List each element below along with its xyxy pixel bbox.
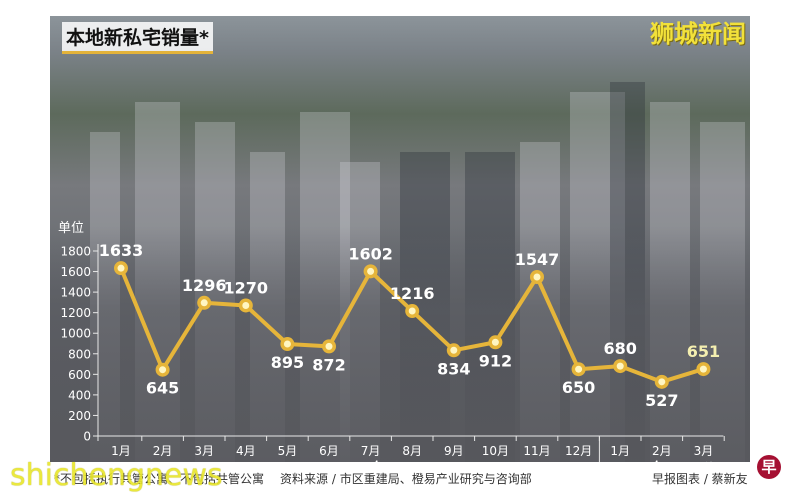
data-point-center: [242, 301, 250, 309]
x-tick-label: 1月: [111, 444, 131, 458]
data-point-center: [450, 346, 458, 354]
data-label: 527: [645, 391, 678, 410]
data-point-center: [491, 338, 499, 346]
y-tick-label: 1000: [60, 327, 91, 341]
x-tick-label: 12月: [565, 444, 592, 458]
y-tick-label: 1200: [60, 306, 91, 320]
data-point-center: [575, 365, 583, 373]
x-tick-label: 2月: [652, 444, 672, 458]
y-axis-label: 单位: [58, 221, 84, 236]
data-label: 1547: [515, 250, 560, 269]
x-tick-label: 2月: [153, 444, 173, 458]
data-point-center: [117, 264, 125, 272]
data-point-center: [159, 366, 167, 374]
data-label: 1602: [348, 244, 393, 263]
data-label: 1270: [224, 278, 269, 297]
chart-title: 本地新私宅销量*: [62, 22, 213, 54]
x-tick-label: 11月: [523, 444, 550, 458]
data-label: 872: [312, 355, 345, 374]
x-tick-label: 4月: [236, 444, 256, 458]
data-label: 1216: [390, 284, 435, 303]
forecast-annotation: （预估）: [679, 461, 727, 462]
brand-logo-text: 狮城新闻: [650, 20, 746, 48]
data-point-center: [283, 340, 291, 348]
data-label: 1633: [99, 241, 144, 260]
y-tick-label: 1600: [60, 265, 91, 279]
data-label: 895: [271, 353, 304, 372]
x-tick-label: 7月: [361, 444, 381, 458]
year-group-label: 2021年: [334, 460, 387, 462]
x-tick-label: 3月: [194, 444, 214, 458]
source-text: 资料来源 / 市区重建局、橙易产业研究与咨询部: [280, 472, 532, 486]
x-tick-label: 1月: [610, 444, 630, 458]
y-tick-label: 400: [68, 388, 91, 402]
line-chart: 单位 0 200 400 600 800 1000 1200 1400 1600 1800 1月 2月 3…: [58, 221, 727, 462]
data-label: 645: [146, 379, 179, 398]
x-tick-label: 6月: [319, 444, 339, 458]
x-tick-label: 5月: [278, 444, 298, 458]
chart-shade-overlay: [50, 226, 750, 462]
data-point-center: [533, 273, 541, 281]
y-tick-label: 0: [83, 430, 91, 444]
data-label: 680: [603, 339, 636, 358]
credit-text: 早报图表 / 蔡新友: [652, 472, 748, 486]
chart-background-panel: 本地新私宅销量*: [50, 16, 750, 462]
x-tick-label: 10月: [482, 444, 509, 458]
y-tick-label: 800: [68, 347, 91, 361]
watermark: shichengnews: [10, 458, 223, 493]
x-tick-label: 8月: [402, 444, 422, 458]
year-group-label: 2022年: [614, 460, 667, 462]
y-tick-label: 1400: [60, 286, 91, 300]
data-point-center: [658, 378, 666, 386]
data-label: 912: [479, 351, 512, 370]
data-point-center: [616, 362, 624, 370]
data-label: 1296: [182, 276, 227, 295]
data-point-center: [367, 267, 375, 275]
data-label: 651: [687, 342, 720, 361]
data-point-center: [408, 307, 416, 315]
x-tick-label: 3月: [694, 444, 714, 458]
x-tick-label: 9月: [444, 444, 464, 458]
footnote: *不包括执行共管公寓、不包括共管公寓: [54, 472, 265, 486]
data-label: 650: [562, 378, 595, 397]
data-point-center: [699, 365, 707, 373]
y-tick-label: 600: [68, 368, 91, 382]
data-label: 834: [437, 359, 470, 378]
y-tick-label: 1800: [60, 245, 91, 259]
zaobao-logo-icon: 早: [757, 455, 781, 479]
data-point-center: [200, 299, 208, 307]
data-point-center: [325, 342, 333, 350]
footer-note: *不包括执行共管公寓、不包括共管公寓 资料来源 / 市区重建局、橙易产业研究与咨询…: [54, 470, 532, 487]
y-tick-label: 200: [68, 409, 91, 423]
